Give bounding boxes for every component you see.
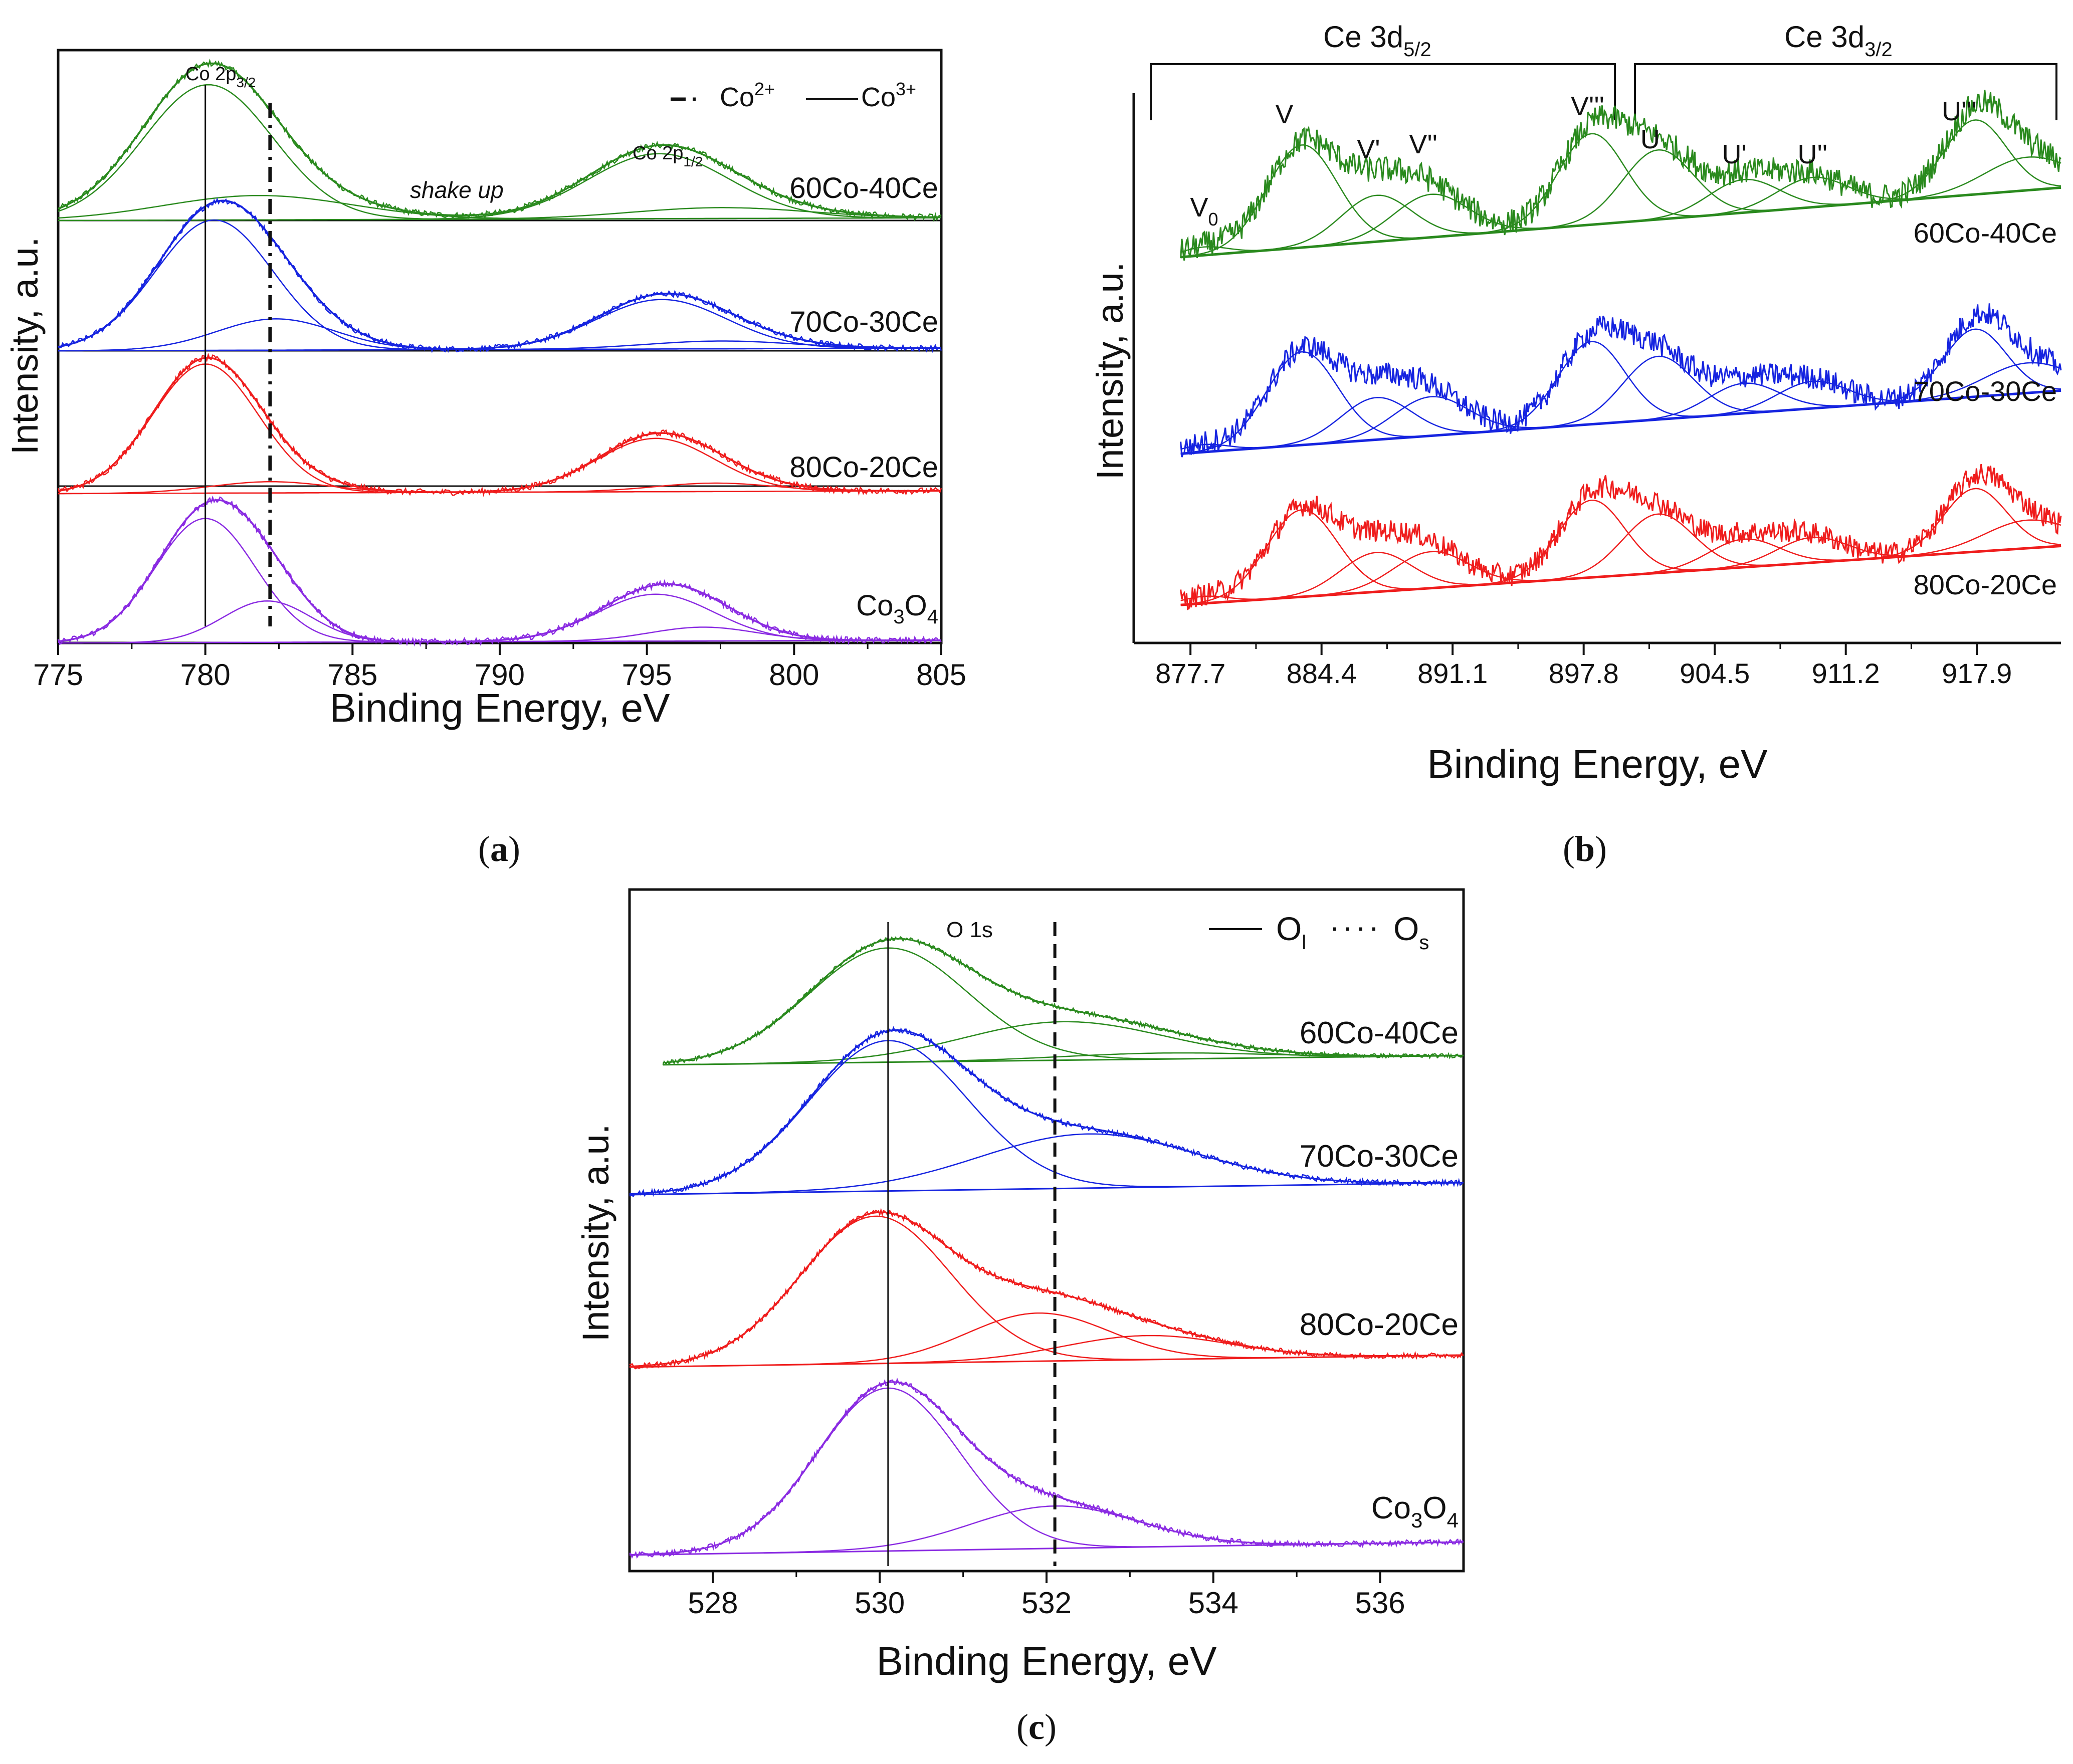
panel-b-peak-label-7: U'' <box>1798 139 1828 169</box>
panel-a-legend: Co2+ Co3+ <box>671 79 916 112</box>
panel-b-tick-label-3: 897.8 <box>1549 657 1619 689</box>
panel-a-tick-label-1: 780 <box>180 658 231 692</box>
panel-b-tick-label-5: 911.2 <box>1812 657 1880 689</box>
panel-c-o1s: 528 530 532 534 536 O 1s Ol Os 60Co-40Ce 70C… <box>575 888 1465 1747</box>
panel-b-bracket-ce3d32 <box>1634 63 2057 120</box>
panel-c-legend-os-label: Os <box>1393 910 1429 954</box>
panel-c-component-0-2 <box>663 1052 1464 1066</box>
panel-c-label-co3o4: Co3O4 <box>1371 1491 1459 1532</box>
panel-a-component-1-3 <box>58 340 939 352</box>
panel-c-envelope-0 <box>663 938 1464 1064</box>
panel-b-tick-label-6: 917.9 <box>1942 657 2012 689</box>
panel-b-peak-label-5: U <box>1640 124 1660 154</box>
panel-b-peak-label-6: U' <box>1722 139 1747 169</box>
panel-b-data-0 <box>1180 90 2061 261</box>
panel-a-legend-co3-label: Co3+ <box>861 79 916 112</box>
panel-c-reference-lines <box>887 922 1057 1566</box>
panel-c-tick-label-4: 536 <box>1355 1586 1405 1620</box>
panel-b-region-label-ce3d52: Ce 3d5/2 <box>1323 20 1431 61</box>
panel-b-peak-label-3: V'' <box>1409 129 1437 159</box>
panel-a-data-3 <box>57 495 942 647</box>
panel-a-reference-lines <box>204 85 272 626</box>
panel-a-tick-label-5: 800 <box>769 658 819 692</box>
panel-a-letter: (a) <box>478 829 520 869</box>
panel-a-legend-co2-label: Co2+ <box>720 79 775 112</box>
panel-a-envelope-0 <box>58 62 941 218</box>
panel-a-tick-label-6: 805 <box>916 658 966 692</box>
panel-c-label-70co: 70Co-30Ce <box>1300 1139 1459 1174</box>
panel-c-legend-ol-label: Ol <box>1276 910 1306 954</box>
panel-b-component-2-9 <box>1180 519 2061 606</box>
panel-b-x-axis-title: Binding Energy, eV <box>1427 742 1768 786</box>
panel-c-tick-label-0: 528 <box>688 1586 738 1620</box>
panel-c-legend: Ol Os <box>1209 910 1429 954</box>
panel-b-peak-label-4: V''' <box>1571 91 1604 121</box>
panel-b-peak-label-1: V <box>1276 99 1294 129</box>
panel-b-label-80co: 80Co-20Ce <box>1914 569 2057 600</box>
panel-b-region-label-ce3d32: Ce 3d3/2 <box>1784 20 1893 61</box>
panel-a-tick-label-4: 795 <box>622 658 672 692</box>
panel-a-tick-label-2: 785 <box>327 658 377 692</box>
panel-c-peak-label-o1s: O 1s <box>946 918 993 942</box>
panel-b-x-ticks: 877.7 884.4 891.1 897.8 904.5 911.2 917.9 <box>1155 643 2012 689</box>
panel-b-peak-label-8: U''' <box>1942 96 1977 126</box>
panel-c-envelope-1 <box>629 1029 1463 1195</box>
panel-a-component-3-0 <box>58 518 939 643</box>
panel-a-peak-label-2p12: Co 2p1/2 <box>633 143 703 169</box>
panel-a-x-axis-title: Binding Energy, eV <box>330 686 671 730</box>
panel-c-tick-label-3: 534 <box>1188 1586 1238 1620</box>
panel-c-x-ticks: 528 530 532 534 536 <box>688 1571 1405 1620</box>
panel-c-component-3-0 <box>629 1387 1463 1556</box>
panel-b-label-70co: 70Co-30Ce <box>1914 375 2057 407</box>
panel-a-label-80co: 80Co-20Ce <box>789 451 938 484</box>
panel-c-curves <box>629 936 1464 1559</box>
panel-b-component-0-9 <box>1180 156 2061 258</box>
panel-b-ce3d: Ce 3d5/2 Ce 3d3/2 877.7 884.4 891.1 897.8 90… <box>1089 20 2062 869</box>
panel-b-letter: (b) <box>1563 829 1607 869</box>
panel-c-label-60co: 60Co-40Ce <box>1300 1016 1459 1050</box>
panel-b-peak-labels: V0 V V' V'' V''' U U' U'' U''' <box>1190 91 1977 230</box>
panel-a-x-ticks: 775 780 785 790 795 800 805 <box>33 643 966 692</box>
panel-b-peak-label-0: V0 <box>1190 192 1218 230</box>
panel-c-data-2 <box>629 1207 1464 1370</box>
panel-b-curves <box>1180 90 2062 610</box>
panel-a-envelope-3 <box>58 499 941 643</box>
panel-b-tick-label-4: 904.5 <box>1680 657 1750 689</box>
panel-c-data-1 <box>629 1026 1464 1197</box>
panel-c-envelope-2 <box>629 1211 1463 1368</box>
panel-a-peak-label-2p32: Co 2p3/2 <box>185 64 256 90</box>
panel-a-label-co3o4: Co3O4 <box>856 589 938 628</box>
panel-b-label-60co: 60Co-40Ce <box>1914 217 2057 249</box>
panel-b-data-1 <box>1180 303 2062 458</box>
panel-a-shake-up-label: shake up <box>410 177 504 203</box>
panel-c-envelope-3 <box>629 1381 1463 1556</box>
panel-b-bracket-ce3d52 <box>1150 63 1616 120</box>
panel-a-component-3-2 <box>58 593 939 644</box>
panel-c-plot-frame <box>628 888 1465 1573</box>
panel-b-tick-label-2: 891.1 <box>1417 657 1488 689</box>
panel-a-tick-label-3: 790 <box>475 658 525 692</box>
panel-c-tick-label-2: 532 <box>1021 1586 1072 1620</box>
panel-c-component-3-1 <box>629 1505 1463 1556</box>
panel-a-curves <box>57 58 942 647</box>
panel-c-data-3 <box>629 1377 1464 1559</box>
panel-b-peak-label-2: V' <box>1357 134 1380 164</box>
panel-b-y-axis-title: Intensity, a.u. <box>1089 262 1131 480</box>
panel-c-y-axis-title: Intensity, a.u. <box>575 1124 616 1342</box>
panel-b-tick-label-0: 877.7 <box>1155 657 1225 689</box>
panel-c-letter: (c) <box>1016 1707 1057 1747</box>
panel-c-x-axis-title: Binding Energy, eV <box>877 1639 1217 1683</box>
panel-a-y-axis-title: Intensity, a.u. <box>4 237 46 455</box>
panel-a-label-60co: 60Co-40Ce <box>789 172 938 204</box>
panel-b-tick-label-1: 884.4 <box>1287 657 1357 689</box>
panel-a-label-70co: 70Co-30Ce <box>789 306 938 338</box>
panel-a-tick-label-0: 775 <box>33 658 83 692</box>
panel-c-tick-label-1: 530 <box>855 1586 905 1620</box>
panel-c-label-80co: 80Co-20Ce <box>1300 1307 1459 1342</box>
panel-b-data-2 <box>1180 464 2062 610</box>
panel-a-co2p: 775 780 785 790 795 800 805 Co 2p3/2 Co 2p1/2 … <box>4 49 966 869</box>
